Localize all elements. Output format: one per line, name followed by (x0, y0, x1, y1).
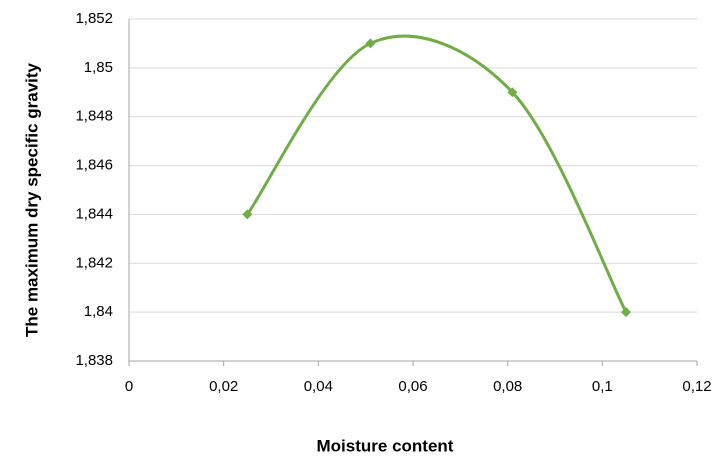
y-tick-label: 1,852 (75, 10, 113, 27)
y-tick-label: 1,848 (75, 108, 113, 125)
x-tick-label: 0 (125, 378, 133, 395)
y-tick-label: 1,838 (75, 352, 113, 369)
x-tick-label: 0,1 (592, 378, 613, 395)
x-tick-label: 0,04 (304, 378, 333, 395)
y-tick-label: 1,84 (84, 303, 113, 320)
data-point (507, 87, 518, 98)
x-tick-label: 0,02 (209, 378, 238, 395)
y-tick-label: 1,846 (75, 157, 113, 174)
x-tick-label: 0,08 (493, 378, 522, 395)
data-point (242, 209, 253, 220)
y-tick-label: 1,85 (84, 59, 113, 76)
data-point (621, 307, 631, 318)
x-tick-label: 0,06 (398, 378, 427, 395)
y-tick-label: 1,842 (75, 254, 113, 271)
data-point (365, 38, 376, 49)
series-line (246, 34, 628, 313)
x-tick-label: 0,12 (682, 378, 711, 395)
x-axis-title: Moisture content (317, 436, 454, 455)
y-axis-title: The maximum dry specific gravity (22, 62, 41, 337)
y-tick-label: 1,844 (75, 205, 113, 222)
